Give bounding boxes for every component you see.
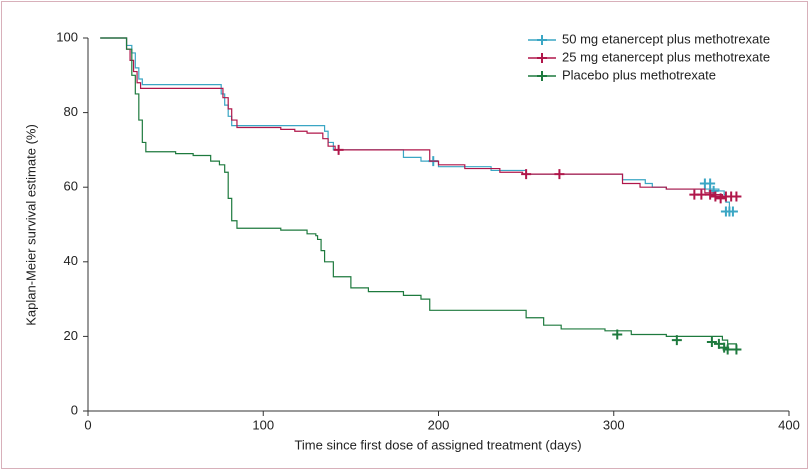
censor-mark: [731, 191, 742, 202]
censor-mark: [715, 193, 726, 204]
censor-mark: [705, 178, 716, 189]
censor-mark: [671, 335, 682, 346]
legend-symbol: [537, 71, 547, 81]
censor-mark: [696, 189, 707, 200]
legend-symbol: [537, 35, 547, 45]
x-tick-label: 100: [252, 417, 274, 432]
x-tick-label: 200: [428, 417, 450, 432]
censor-mark: [705, 189, 716, 200]
censor-mark: [727, 206, 738, 217]
y-tick-label: 40: [64, 253, 78, 268]
censor-mark: [722, 344, 733, 355]
censor-mark: [710, 191, 721, 202]
censor-mark: [713, 338, 724, 349]
y-axis-label: Kaplan-Meier survival estimate (%): [23, 124, 38, 326]
censor-mark: [554, 169, 565, 180]
censor-mark: [706, 336, 717, 347]
legend-symbol: [537, 53, 547, 63]
legend-label: 50 mg etanercept plus methotrexate: [562, 31, 770, 46]
x-tick-label: 400: [778, 417, 800, 432]
x-tick-label: 0: [84, 417, 91, 432]
censor-mark: [612, 329, 623, 340]
survival-curve: [100, 37, 738, 348]
y-tick-label: 60: [64, 179, 78, 194]
legend-label: Placebo plus methotrexate: [562, 67, 716, 82]
x-axis-label: Time since first dose of assigned treatm…: [294, 437, 581, 452]
y-tick-label: 20: [64, 328, 78, 343]
x-tick-label: 300: [603, 417, 625, 432]
censor-mark: [333, 144, 344, 155]
legend-label: 25 mg etanercept plus methotrexate: [562, 49, 770, 64]
y-tick-label: 0: [71, 402, 78, 417]
censor-mark: [521, 169, 532, 180]
survival-curve: [100, 37, 737, 198]
y-tick-label: 80: [64, 104, 78, 119]
y-tick-label: 100: [56, 29, 78, 44]
censor-mark: [731, 344, 742, 355]
